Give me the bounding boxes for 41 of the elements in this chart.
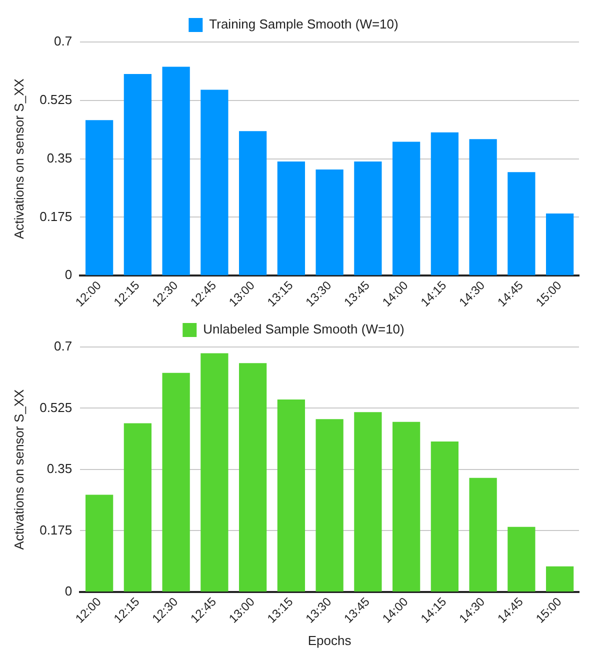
bar	[354, 412, 382, 592]
y-axis-title: Activations on sensor S_XX	[11, 388, 26, 550]
y-tick-label: 0.7	[54, 34, 72, 49]
bar	[277, 399, 306, 592]
bar	[124, 74, 152, 276]
bar	[546, 214, 574, 276]
bar	[354, 161, 382, 276]
bar	[508, 526, 536, 592]
y-tick-label: 0.175	[40, 208, 72, 224]
bar	[162, 66, 190, 276]
y-tick-label: 0.175	[40, 522, 72, 538]
bar	[546, 566, 574, 592]
x-axis-title: Epochs	[308, 632, 352, 648]
y-tick-label: 0.35	[46, 150, 72, 166]
bar	[277, 161, 306, 276]
bar	[430, 132, 459, 276]
bar	[469, 478, 497, 592]
bar	[469, 139, 497, 276]
y-tick-label: 0	[64, 584, 72, 599]
bar	[124, 423, 152, 592]
bar	[316, 169, 344, 276]
legend-label: Unlabeled Sample Smooth (W=10)	[203, 322, 404, 337]
bar	[200, 90, 228, 276]
bar	[392, 142, 420, 276]
bar	[508, 172, 536, 276]
y-tick-label: 0.7	[54, 338, 72, 354]
y-tick-label: 0	[64, 267, 72, 282]
bar	[239, 363, 267, 592]
bar	[200, 353, 228, 592]
bar	[86, 120, 114, 276]
y-tick-label: 0.35	[46, 461, 72, 476]
y-tick-label: 0.525	[40, 400, 72, 415]
bar	[392, 422, 420, 592]
bar	[430, 441, 459, 592]
y-axis-title: Activations on sensor S_XX	[11, 78, 26, 240]
bar	[162, 372, 190, 592]
y-tick-label: 0.525	[40, 92, 72, 107]
legend-label: Training Sample Smooth (W=10)	[209, 16, 398, 32]
bar	[316, 419, 344, 592]
bar	[86, 494, 114, 592]
bar	[239, 131, 267, 276]
